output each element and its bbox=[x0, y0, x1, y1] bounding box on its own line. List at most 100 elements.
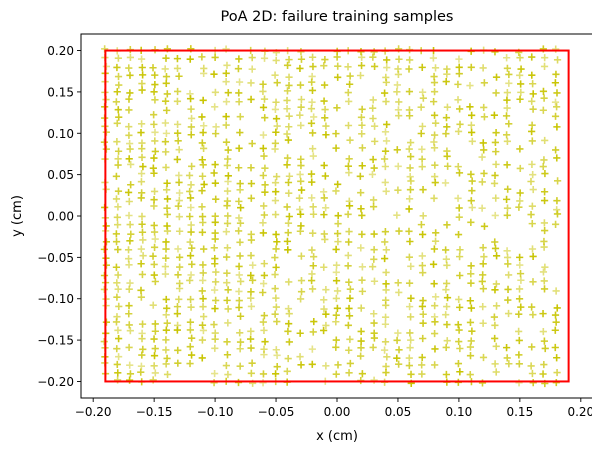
data-point bbox=[529, 105, 537, 113]
data-point bbox=[176, 263, 184, 271]
data-point bbox=[102, 261, 110, 269]
data-point bbox=[442, 311, 450, 319]
data-point bbox=[137, 293, 145, 301]
data-point bbox=[515, 203, 523, 211]
data-point bbox=[187, 351, 196, 359]
data-point bbox=[284, 178, 293, 187]
data-point bbox=[502, 344, 511, 352]
data-point bbox=[309, 262, 317, 270]
data-point bbox=[551, 311, 560, 319]
data-point bbox=[553, 368, 561, 377]
data-point bbox=[151, 235, 159, 243]
data-point bbox=[332, 277, 341, 285]
data-point bbox=[125, 255, 133, 263]
data-point bbox=[127, 230, 135, 238]
data-point bbox=[259, 171, 267, 180]
data-point bbox=[345, 97, 353, 106]
data-point bbox=[321, 56, 329, 64]
data-point bbox=[273, 238, 281, 246]
data-point bbox=[322, 321, 330, 330]
data-point bbox=[503, 247, 511, 255]
data-point bbox=[224, 370, 232, 379]
data-point bbox=[149, 64, 157, 72]
data-point bbox=[371, 137, 379, 145]
data-point bbox=[541, 226, 549, 235]
data-point bbox=[406, 164, 414, 172]
data-point bbox=[405, 253, 413, 261]
data-point bbox=[285, 112, 293, 120]
chart-title: PoA 2D: failure training samples bbox=[221, 9, 454, 25]
data-point bbox=[454, 321, 462, 329]
data-point bbox=[150, 335, 158, 343]
data-point bbox=[113, 279, 121, 287]
data-point bbox=[175, 72, 183, 80]
data-point bbox=[358, 230, 366, 238]
data-point bbox=[430, 88, 439, 96]
data-point bbox=[102, 318, 110, 326]
data-point bbox=[211, 254, 219, 263]
data-point bbox=[334, 220, 342, 228]
data-point bbox=[284, 219, 293, 227]
data-point bbox=[529, 278, 537, 286]
data-point bbox=[125, 64, 133, 72]
data-point bbox=[271, 105, 280, 114]
data-point bbox=[125, 211, 133, 220]
data-point bbox=[150, 352, 159, 360]
data-point bbox=[162, 129, 171, 137]
data-point bbox=[322, 310, 330, 318]
data-point bbox=[357, 344, 365, 352]
data-point bbox=[551, 79, 559, 87]
x-tick-label: −0.15 bbox=[136, 405, 173, 419]
data-point bbox=[443, 320, 451, 329]
data-point bbox=[357, 48, 365, 56]
data-point bbox=[503, 89, 511, 97]
x-tick-label: 0.20 bbox=[567, 405, 592, 419]
data-point bbox=[125, 285, 133, 293]
data-point bbox=[517, 65, 525, 73]
data-point bbox=[466, 370, 474, 379]
data-point bbox=[237, 204, 245, 212]
y-tick-label: 0.10 bbox=[47, 127, 74, 141]
data-point bbox=[334, 361, 342, 369]
data-point bbox=[406, 344, 414, 352]
data-point bbox=[345, 346, 353, 354]
data-point bbox=[468, 128, 476, 136]
data-point bbox=[540, 156, 548, 164]
data-point bbox=[554, 177, 562, 185]
data-point bbox=[478, 153, 486, 161]
data-point bbox=[236, 338, 245, 346]
data-point bbox=[198, 321, 207, 329]
data-point bbox=[346, 72, 354, 80]
data-point bbox=[541, 54, 549, 62]
data-point bbox=[284, 327, 292, 335]
data-point bbox=[173, 155, 181, 164]
data-point bbox=[271, 253, 279, 262]
data-point bbox=[248, 65, 256, 73]
data-point bbox=[224, 212, 232, 220]
data-point bbox=[432, 293, 440, 301]
data-point bbox=[296, 111, 304, 119]
data-point bbox=[271, 139, 280, 147]
data-point bbox=[308, 178, 316, 186]
data-point bbox=[515, 351, 523, 359]
data-point bbox=[322, 286, 330, 294]
data-point bbox=[490, 111, 498, 119]
data-point bbox=[223, 161, 231, 170]
data-point bbox=[540, 196, 549, 205]
data-point bbox=[468, 137, 476, 145]
data-point bbox=[186, 326, 194, 334]
data-point bbox=[442, 114, 451, 122]
data-point bbox=[357, 189, 365, 197]
data-point bbox=[551, 112, 560, 120]
data-point bbox=[344, 210, 352, 218]
data-point bbox=[112, 195, 121, 203]
data-point bbox=[429, 54, 437, 62]
data-point bbox=[346, 80, 354, 88]
data-point bbox=[295, 194, 304, 202]
data-point bbox=[406, 303, 414, 311]
data-point bbox=[187, 228, 195, 236]
data-point bbox=[199, 303, 207, 311]
data-point bbox=[139, 71, 147, 79]
data-point bbox=[419, 310, 427, 318]
data-point bbox=[370, 164, 378, 172]
